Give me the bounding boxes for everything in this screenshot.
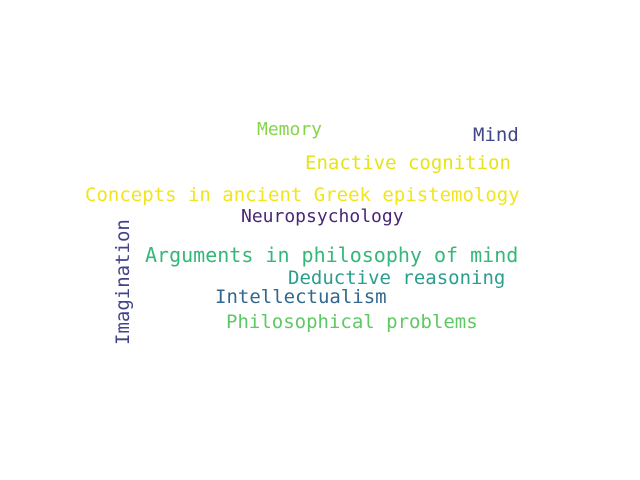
word-mind: Mind [473, 124, 519, 146]
word-memory: Memory [257, 119, 323, 140]
word-enactive-cognition: Enactive cognition [305, 152, 511, 174]
word-imagination: Imagination [112, 219, 134, 345]
word-philosophical-problems: Philosophical problems [226, 311, 478, 333]
word-neuropsychology: Neuropsychology [241, 206, 404, 227]
word-concepts-greek-epistemology: Concepts in ancient Greek epistemology [85, 184, 520, 206]
word-arguments-philosophy-of-mind: Arguments in philosophy of mind [145, 243, 519, 267]
word-deductive-reasoning: Deductive reasoning [288, 267, 506, 289]
word-intellectualism: Intellectualism [215, 286, 387, 308]
